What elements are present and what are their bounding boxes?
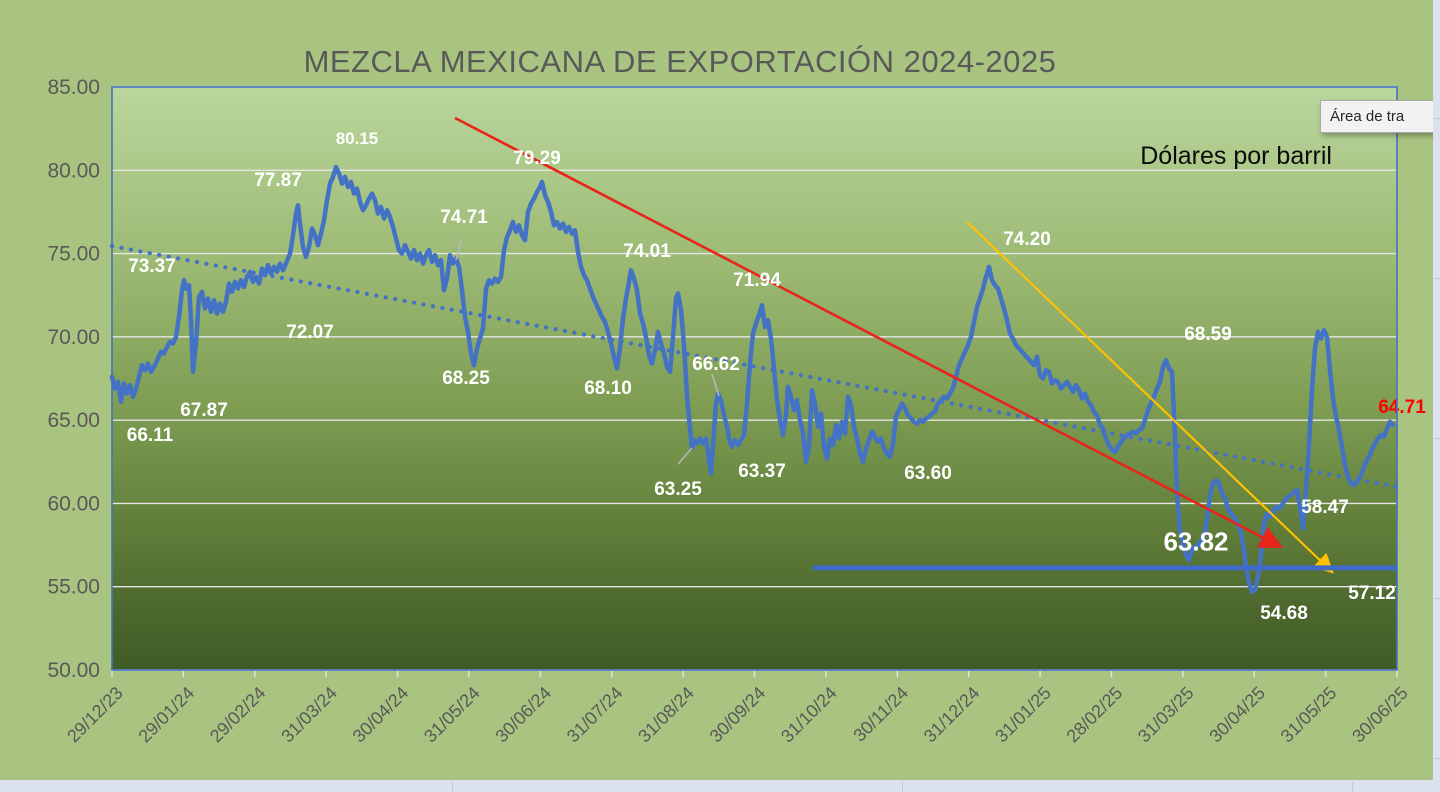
spreadsheet-bottom-edge: [0, 780, 1440, 792]
data-label: 74.20: [1003, 229, 1051, 250]
trendline-orange: [966, 221, 1334, 574]
x-axis-label: 30/06/25: [1348, 683, 1412, 747]
x-axis-label: 30/04/25: [1205, 683, 1269, 747]
data-label: 57.12: [1348, 583, 1396, 604]
data-label: 73.37: [128, 256, 176, 277]
data-label: 63.37: [738, 461, 786, 482]
label-leader-line: [711, 373, 720, 397]
data-label: 80.15: [336, 129, 379, 148]
plot-area-tooltip: Área de tra: [1320, 100, 1440, 133]
x-axis-label: 30/04/24: [349, 683, 413, 747]
plot-area[interactable]: [112, 87, 1397, 670]
x-axis-label: 31/05/25: [1277, 683, 1341, 747]
data-label: 63.82: [1163, 526, 1228, 556]
data-label: 64.71: [1378, 397, 1426, 418]
x-axis-label: 28/02/25: [1063, 683, 1127, 747]
data-label: 54.68: [1260, 603, 1308, 624]
x-axis-label: 29/02/24: [206, 683, 270, 747]
x-axis-label: 31/12/24: [920, 683, 984, 747]
x-axis-label: 31/08/24: [634, 683, 698, 747]
data-label: 68.25: [442, 368, 490, 389]
y-axis-label: 50.00: [47, 659, 100, 682]
x-axis-label: 30/06/24: [491, 683, 555, 747]
plot-area-border: [111, 86, 1398, 671]
data-label: 74.01: [623, 241, 671, 262]
x-axis-label: 31/01/25: [991, 683, 1055, 747]
data-label: 63.60: [904, 463, 952, 484]
data-label: 77.87: [254, 170, 302, 191]
x-axis-label: 31/03/25: [1134, 683, 1198, 747]
label-leader-line: [677, 447, 693, 465]
spreadsheet-right-edge: [1433, 0, 1440, 792]
data-label: 67.87: [180, 400, 228, 421]
x-axis-label: 29/01/24: [135, 683, 199, 747]
data-label: 66.62: [692, 354, 740, 375]
data-label: 66.11: [127, 425, 174, 446]
data-label: 72.07: [286, 322, 334, 343]
data-label: 74.71: [440, 207, 488, 228]
trendline-dotted: [109, 243, 1399, 489]
y-axis-label: 60.00: [47, 492, 100, 515]
x-axis-label: 29/12/23: [63, 683, 127, 747]
label-leader-line: [455, 237, 463, 261]
x-axis-label: 30/09/24: [706, 683, 770, 747]
y-axis-label: 55.00: [47, 576, 100, 599]
data-label: 68.59: [1184, 324, 1232, 345]
chart-title: MEZCLA MEXICANA DE EXPORTACIÓN 2024-2025: [303, 44, 1057, 79]
data-label: 79.29: [513, 148, 561, 169]
data-label: 58.47: [1301, 497, 1349, 518]
trendline-red: [454, 116, 1284, 549]
y-axis-label: 75.00: [47, 243, 100, 266]
price-series-line[interactable]: [109, 164, 1396, 594]
data-label: 63.25: [654, 479, 702, 500]
x-axis-label: 31/10/24: [777, 683, 841, 747]
y-axis-label: 85.00: [47, 76, 100, 99]
x-axis-label: 31/07/24: [563, 683, 627, 747]
x-axis-label: 30/11/24: [849, 683, 912, 746]
x-axis-label: 31/05/24: [420, 683, 484, 747]
data-label: 71.94: [733, 270, 781, 291]
axis-unit-label: Dólares por barril: [1140, 142, 1332, 170]
y-axis-label: 70.00: [47, 326, 100, 349]
y-axis-label: 65.00: [47, 409, 100, 432]
y-axis-label: 80.00: [47, 159, 100, 182]
x-axis-label: 31/03/24: [277, 683, 341, 747]
data-label: 68.10: [584, 378, 632, 399]
